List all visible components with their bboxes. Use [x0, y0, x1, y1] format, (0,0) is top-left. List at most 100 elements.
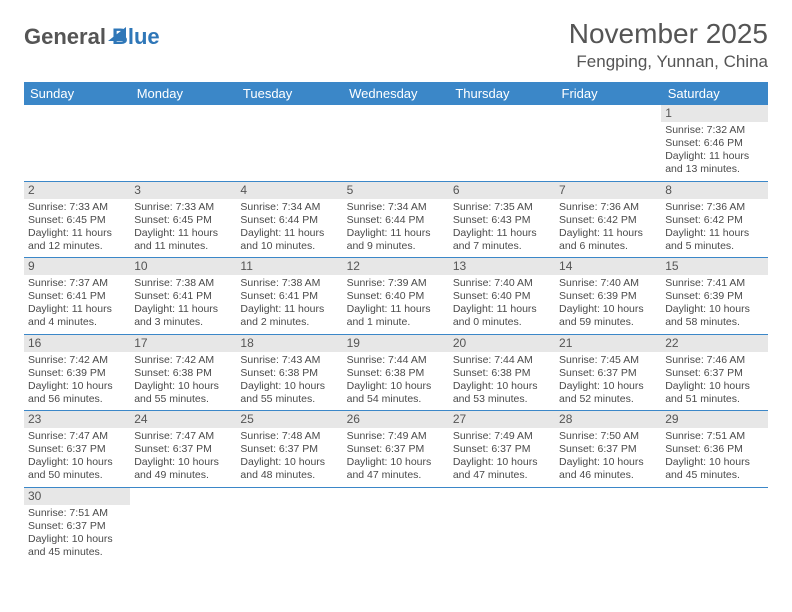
cell-line: Sunrise: 7:42 AM [134, 354, 232, 367]
cell-line: and 47 minutes. [453, 469, 551, 482]
calendar-cell: 2Sunrise: 7:33 AMSunset: 6:45 PMDaylight… [24, 181, 130, 258]
cell-line: Sunset: 6:42 PM [559, 214, 657, 227]
cell-line: Sunrise: 7:47 AM [134, 430, 232, 443]
cell-line: Sunrise: 7:37 AM [28, 277, 126, 290]
day-number: 10 [130, 258, 236, 275]
calendar-cell [555, 105, 661, 181]
cell-line: Daylight: 11 hours [453, 227, 551, 240]
cell-line: and 45 minutes. [28, 546, 126, 559]
cell-line: Sunrise: 7:49 AM [347, 430, 445, 443]
day-number: 19 [343, 335, 449, 352]
cell-line: Sunrise: 7:48 AM [240, 430, 338, 443]
calendar-cell: 10Sunrise: 7:38 AMSunset: 6:41 PMDayligh… [130, 258, 236, 335]
calendar-cell [236, 487, 342, 563]
cell-line: and 12 minutes. [28, 240, 126, 253]
cell-line: Daylight: 10 hours [134, 380, 232, 393]
day-number: 14 [555, 258, 661, 275]
cell-line: and 59 minutes. [559, 316, 657, 329]
cell-line: Daylight: 11 hours [28, 303, 126, 316]
cell-line: Sunrise: 7:34 AM [240, 201, 338, 214]
cell-line: and 9 minutes. [347, 240, 445, 253]
calendar-cell: 3Sunrise: 7:33 AMSunset: 6:45 PMDaylight… [130, 181, 236, 258]
day-number: 22 [661, 335, 767, 352]
calendar-cell: 5 Sunrise: 7:34 AMSunset: 6:44 PMDaylight… [343, 181, 449, 258]
cell-line: Daylight: 10 hours [240, 456, 338, 469]
cell-line: Sunrise: 7:35 AM [453, 201, 551, 214]
cell-line: Sunrise: 7:45 AM [559, 354, 657, 367]
cell-line: Daylight: 10 hours [453, 456, 551, 469]
cell-line: and 7 minutes. [453, 240, 551, 253]
calendar-cell: 6Sunrise: 7:35 AMSunset: 6:43 PMDaylight… [449, 181, 555, 258]
cell-line: Sunrise: 7:44 AM [453, 354, 551, 367]
cell-line: Sunset: 6:38 PM [240, 367, 338, 380]
calendar-cell: 8Sunrise: 7:36 AMSunset: 6:42 PMDaylight… [661, 181, 767, 258]
cell-line: Daylight: 11 hours [347, 227, 445, 240]
day-number: 20 [449, 335, 555, 352]
cell-line: Sunrise: 7:41 AM [665, 277, 763, 290]
cell-line: Sunset: 6:44 PM [347, 214, 445, 227]
calendar-cell: 14Sunrise: 7:40 AMSunset: 6:39 PMDayligh… [555, 258, 661, 335]
day-number: 11 [236, 258, 342, 275]
cell-line: Daylight: 10 hours [28, 380, 126, 393]
cell-line: Sunset: 6:36 PM [665, 443, 763, 456]
cell-line: Daylight: 10 hours [559, 456, 657, 469]
day-number: 7 [555, 182, 661, 199]
day-number: 12 [343, 258, 449, 275]
calendar-cell: 4Sunrise: 7:34 AMSunset: 6:44 PMDaylight… [236, 181, 342, 258]
cell-line: and 52 minutes. [559, 393, 657, 406]
title-block: November 2025 Fengping, Yunnan, China [569, 18, 768, 72]
month-title: November 2025 [569, 18, 768, 50]
calendar-body: 1Sunrise: 7:32 AMSunset: 6:46 PMDaylight… [24, 105, 768, 563]
cell-line: Daylight: 10 hours [240, 380, 338, 393]
calendar-cell [449, 105, 555, 181]
cell-line: and 50 minutes. [28, 469, 126, 482]
day-header: Friday [555, 82, 661, 105]
cell-line: Sunset: 6:38 PM [453, 367, 551, 380]
calendar-cell: 16Sunrise: 7:42 AMSunset: 6:39 PMDayligh… [24, 334, 130, 411]
cell-line: Daylight: 11 hours [134, 303, 232, 316]
day-number: 17 [130, 335, 236, 352]
cell-line: Sunset: 6:37 PM [134, 443, 232, 456]
calendar-cell: 19Sunrise: 7:44 AMSunset: 6:38 PMDayligh… [343, 334, 449, 411]
calendar-cell [661, 487, 767, 563]
day-number: 30 [24, 488, 130, 505]
cell-line: Sunrise: 7:51 AM [665, 430, 763, 443]
day-number: 5 [343, 182, 449, 199]
day-number: 21 [555, 335, 661, 352]
cell-line: Sunrise: 7:34 AM [347, 201, 445, 214]
cell-line: Daylight: 10 hours [28, 533, 126, 546]
cell-line: Daylight: 10 hours [347, 456, 445, 469]
calendar-cell: 7Sunrise: 7:36 AMSunset: 6:42 PMDaylight… [555, 181, 661, 258]
day-header: Wednesday [343, 82, 449, 105]
cell-line: Sunset: 6:45 PM [134, 214, 232, 227]
day-number: 28 [555, 411, 661, 428]
day-number: 4 [236, 182, 342, 199]
cell-line: Sunset: 6:43 PM [453, 214, 551, 227]
cell-line: Sunrise: 7:33 AM [28, 201, 126, 214]
cell-line: Sunset: 6:41 PM [134, 290, 232, 303]
cell-line: Daylight: 10 hours [28, 456, 126, 469]
cell-line: and 1 minute. [347, 316, 445, 329]
cell-line: Sunset: 6:37 PM [240, 443, 338, 456]
calendar-cell [555, 487, 661, 563]
cell-line: and 5 minutes. [665, 240, 763, 253]
cell-line: Sunset: 6:42 PM [665, 214, 763, 227]
cell-line: Sunrise: 7:50 AM [559, 430, 657, 443]
cell-line: Sunset: 6:37 PM [559, 367, 657, 380]
calendar-cell: 23Sunrise: 7:47 AMSunset: 6:37 PMDayligh… [24, 411, 130, 488]
cell-line: Sunrise: 7:38 AM [240, 277, 338, 290]
logo: General Blue [24, 24, 160, 50]
cell-line: Daylight: 11 hours [134, 227, 232, 240]
calendar-cell: 18Sunrise: 7:43 AMSunset: 6:38 PMDayligh… [236, 334, 342, 411]
cell-line: and 47 minutes. [347, 469, 445, 482]
cell-line: and 10 minutes. [240, 240, 338, 253]
cell-line: Sunset: 6:40 PM [347, 290, 445, 303]
cell-line: Sunrise: 7:49 AM [453, 430, 551, 443]
cell-line: Sunset: 6:37 PM [453, 443, 551, 456]
cell-line: Sunset: 6:37 PM [28, 443, 126, 456]
calendar-cell [130, 105, 236, 181]
cell-line: Sunset: 6:39 PM [559, 290, 657, 303]
day-header: Tuesday [236, 82, 342, 105]
calendar-cell: 28Sunrise: 7:50 AMSunset: 6:37 PMDayligh… [555, 411, 661, 488]
cell-line: Daylight: 11 hours [240, 227, 338, 240]
